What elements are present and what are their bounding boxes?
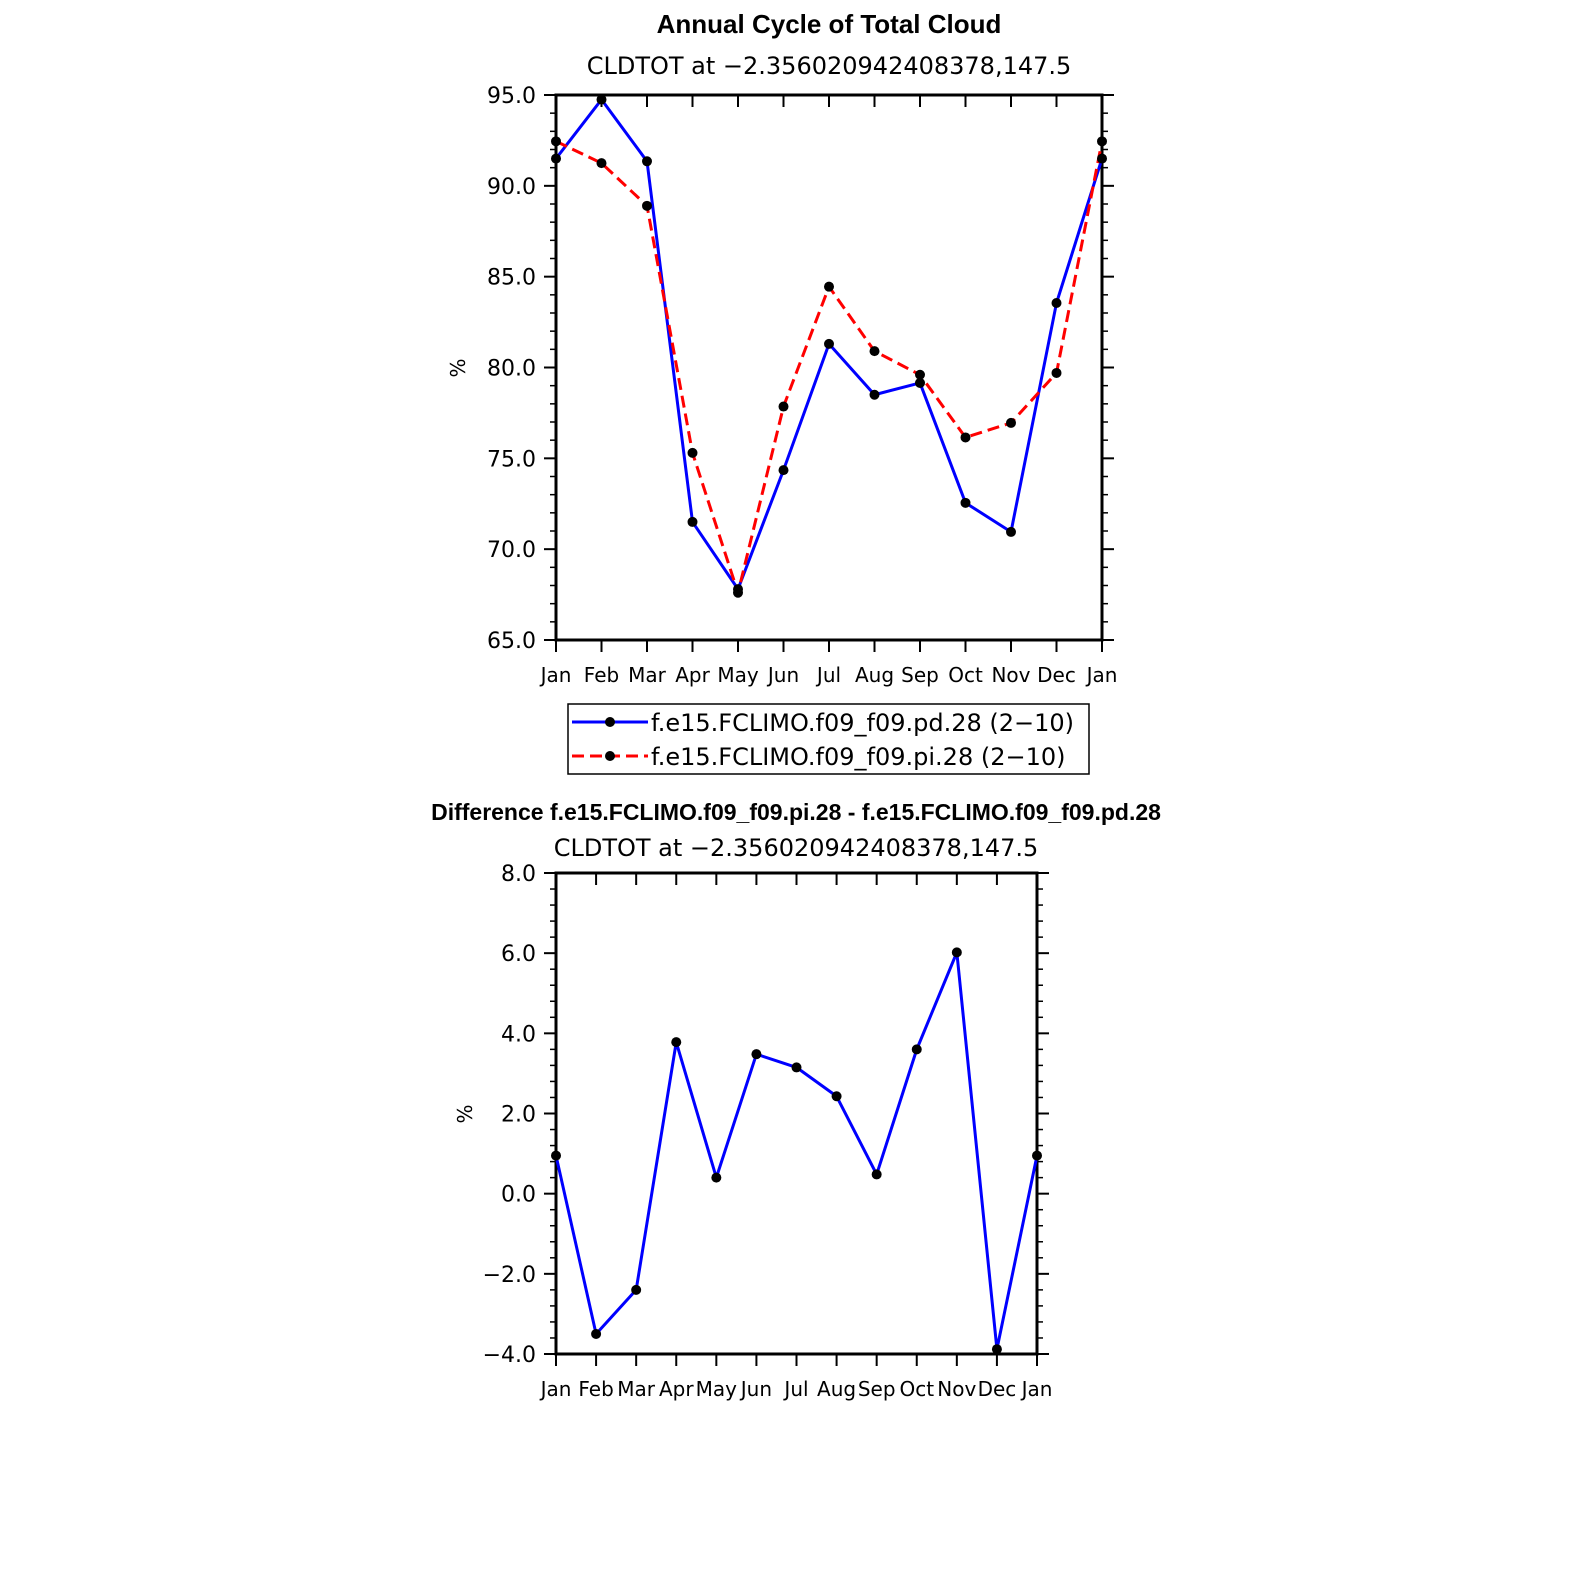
chart1-series-0-point: [642, 156, 652, 167]
chart1-ylabel: %: [446, 358, 470, 377]
chart2-xtick-label: Sep: [858, 1377, 896, 1401]
chart2-series-0-point: [751, 1049, 762, 1060]
chart2-series-0-point: [1032, 1150, 1042, 1161]
chart2-series-0-point: [871, 1169, 882, 1180]
chart2-xtick-label: Jun: [739, 1377, 772, 1401]
legend-marker-pd: [605, 717, 615, 727]
chart2-title: Difference f.e15.FCLIMO.f09_f09.pi.28 - …: [431, 799, 1161, 825]
chart1-xtick-label: Apr: [675, 663, 710, 687]
chart1-series-1-point: [869, 346, 880, 357]
chart1-xtick-label: Jan: [539, 663, 572, 687]
chart2-ytick-label: −2.0: [483, 1263, 536, 1288]
legend-marker-pi: [605, 751, 615, 761]
chart2-ytick-label: 8.0: [501, 862, 536, 887]
chart2-series-0-point: [991, 1344, 1002, 1355]
chart2-ytick-label: 2.0: [501, 1103, 536, 1128]
chart2-series-0-point: [831, 1091, 842, 1102]
chart1-series-1-point: [824, 281, 834, 292]
chart1-frame: [554, 93, 1104, 642]
chart1-series-1-line: [555, 139, 1104, 595]
chart2-xtick-label: Mar: [617, 1377, 656, 1401]
chart2-series-0-point: [711, 1172, 722, 1183]
chart2-xtick-label: Oct: [899, 1377, 934, 1401]
chart2-xtick-label: Dec: [978, 1377, 1017, 1401]
chart1-series-0-point: [596, 94, 607, 105]
chart1-series-1-point: [778, 401, 789, 412]
chart1-series-1-point: [915, 369, 925, 380]
chart1-series-0-point: [551, 153, 561, 164]
chart1-series-1-point: [596, 158, 607, 169]
chart1-ytick-label: 90.0: [487, 175, 536, 200]
chart1-series-0-point: [1097, 153, 1107, 164]
chart1-series-0-point: [915, 377, 925, 388]
chart1-xtick-label: May: [717, 663, 759, 687]
chart1-xtick-label: Jun: [766, 663, 799, 687]
chart1-series-1-point: [687, 447, 698, 458]
chart2-series-0-line: [554, 950, 1039, 1351]
chart1-title: Annual Cycle of Total Cloud: [657, 9, 1002, 39]
chart1-xtick-label: Jan: [1085, 663, 1118, 687]
chart1-xtick-label: Jul: [815, 663, 841, 687]
chart1-xtick-label: Feb: [584, 663, 619, 687]
chart2-ytick-label: 0.0: [501, 1183, 536, 1208]
chart1-xtick-label: Mar: [628, 663, 667, 687]
chart1-xtick-label: Sep: [901, 663, 939, 687]
chart1-series-1-point: [551, 136, 561, 147]
chart2-ytick-label: 4.0: [501, 1022, 536, 1047]
chart2-series-0-point: [591, 1328, 602, 1339]
chart2-ytick-label: −4.0: [483, 1343, 536, 1368]
legend-label-pi: f.e15.FCLIMO.f09_f09.pi.28 (2−10): [651, 743, 1065, 771]
chart1-ytick-label: 85.0: [487, 266, 536, 291]
chart2-xtick-label: Apr: [659, 1377, 694, 1401]
chart2-series-0-point: [791, 1062, 802, 1073]
chart2-ylabel: %: [453, 1104, 477, 1123]
chart1-series-0-point: [960, 497, 971, 508]
chart1-subtitle: CLDTOT at −2.356020942408378,147.5: [587, 52, 1072, 80]
legend-label-pd: f.e15.FCLIMO.f09_f09.pd.28 (2−10): [651, 709, 1074, 737]
chart1-ytick-label: 65.0: [487, 629, 536, 654]
chart1-series-0-point: [824, 338, 834, 349]
chart1-xtick-label: Oct: [948, 663, 983, 687]
chart2-xtick-label: May: [696, 1377, 738, 1401]
chart2-xtick-label: Aug: [817, 1377, 856, 1401]
chart1-series-1-point: [642, 200, 652, 211]
chart1-xtick-label: Dec: [1037, 663, 1076, 687]
chart1-series-1-point: [1097, 136, 1107, 147]
chart2-xtick-label: Feb: [578, 1377, 613, 1401]
chart1-series-1-point: [733, 587, 743, 598]
chart2-xtick-label: Jul: [782, 1377, 808, 1401]
chart2-xtick-label: Nov: [937, 1377, 976, 1401]
chart1-series-0-point: [778, 465, 789, 476]
chart2-xtick-label: Jan: [539, 1377, 572, 1401]
chart1-series-1-point: [1006, 417, 1016, 428]
chart1-series-0-point: [1051, 298, 1062, 309]
chart1-plot: Jan Feb Mar Apr May Jun Jul Aug Sep Oct Nov Dec Jan6…: [487, 84, 1117, 687]
chart1-ytick-label: 95.0: [487, 84, 536, 109]
chart2-series-0-point: [951, 947, 962, 958]
chart2-series-0-point: [911, 1044, 922, 1055]
chart1-ytick-label: 75.0: [487, 447, 536, 472]
chart1-xtick-label: Aug: [855, 663, 894, 687]
chart1-series-1-point: [960, 432, 971, 443]
chart2-series-0-point: [551, 1150, 561, 1161]
chart2-frame: [554, 871, 1039, 1356]
chart2-series-0-point: [631, 1284, 642, 1295]
chart1-series-0-point: [687, 516, 698, 527]
chart1-ytick-label: 80.0: [487, 357, 536, 382]
chart1-series-0-point: [1006, 526, 1016, 537]
chart1-legend: f.e15.FCLIMO.f09_f09.pd.28 (2−10) f.e15.…: [567, 703, 1090, 775]
chart1-series-1-point: [1051, 367, 1062, 378]
chart1-series-0-point: [869, 389, 880, 400]
legend-box: [567, 703, 1090, 775]
chart2-series-0-point: [671, 1037, 682, 1048]
chart2-plot: Jan Feb Mar Apr May Jun Jul Aug Sep Oct Nov Dec Jan−…: [483, 862, 1053, 1401]
chart1-xtick-label: Nov: [991, 663, 1030, 687]
chart2-ytick-label: 6.0: [501, 942, 536, 967]
chart2-xtick-label: Jan: [1020, 1377, 1053, 1401]
chart2-subtitle: CLDTOT at −2.356020942408378,147.5: [554, 834, 1039, 862]
chart1-ytick-label: 70.0: [487, 538, 536, 563]
